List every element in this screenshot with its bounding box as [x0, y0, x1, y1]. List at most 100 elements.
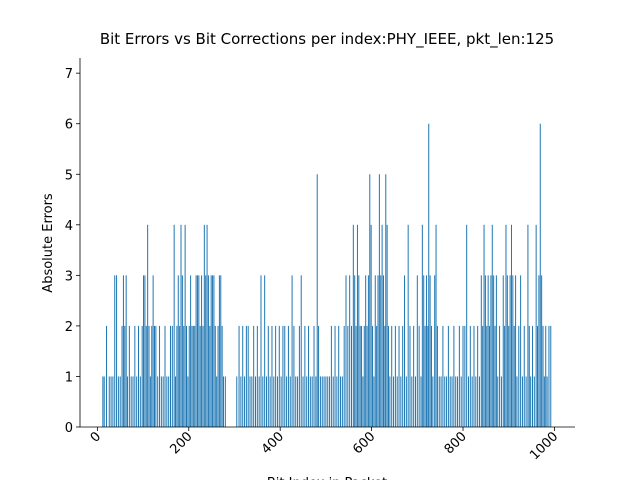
- bar: [539, 123, 541, 427]
- bar: [136, 376, 138, 427]
- bar: [188, 325, 190, 427]
- x-axis-label: Bit Index in Packet: [267, 476, 387, 480]
- bar: [171, 325, 173, 427]
- bar: [264, 275, 266, 427]
- bar: [271, 325, 273, 427]
- bar: [128, 325, 130, 427]
- bar: [373, 376, 375, 427]
- bar: [202, 325, 204, 427]
- y-tick-label: 1: [65, 370, 73, 385]
- bar: [325, 376, 327, 427]
- bar: [287, 325, 289, 427]
- bar: [506, 275, 508, 427]
- bar: [366, 325, 368, 427]
- bar: [416, 275, 418, 427]
- bar: [400, 376, 402, 427]
- bar: [434, 275, 436, 427]
- bar: [420, 376, 422, 427]
- bar: [245, 325, 247, 427]
- bar: [275, 325, 277, 427]
- bar: [355, 325, 357, 427]
- bar: [484, 275, 486, 427]
- bar: [302, 376, 304, 427]
- bar: [179, 325, 181, 427]
- bar: [121, 325, 123, 427]
- bar: [404, 275, 406, 427]
- bar: [530, 376, 532, 427]
- bar: [319, 376, 321, 427]
- bar: [471, 376, 473, 427]
- bar: [212, 275, 214, 427]
- bar: [195, 275, 197, 427]
- bar: [528, 325, 530, 427]
- bar: [108, 376, 110, 427]
- bar: [449, 376, 451, 427]
- bar: [494, 325, 496, 427]
- bar: [490, 275, 492, 427]
- y-tick-label: 5: [65, 168, 73, 183]
- bar: [495, 275, 497, 427]
- bar: [478, 376, 480, 427]
- bar: [367, 275, 369, 427]
- bar: [427, 325, 429, 427]
- bar: [428, 123, 430, 427]
- bar: [309, 376, 311, 427]
- bar: [527, 224, 529, 427]
- x-tick-label: 800: [442, 429, 470, 457]
- bar: [192, 325, 194, 427]
- bar: [374, 275, 376, 427]
- bar: [119, 376, 121, 427]
- y-tick-label: 3: [65, 269, 73, 284]
- bar: [457, 376, 459, 427]
- y-axis-label: Absolute Errors: [41, 193, 56, 293]
- bar: [293, 325, 295, 427]
- bar: [187, 376, 189, 427]
- bar: [502, 275, 504, 427]
- bar: [116, 275, 118, 427]
- bar: [497, 376, 499, 427]
- bar: [359, 325, 361, 427]
- bar: [132, 376, 134, 427]
- bar: [402, 325, 404, 427]
- bar: [436, 325, 438, 427]
- bar: [393, 376, 395, 427]
- bar: [330, 325, 332, 427]
- bar: [164, 325, 166, 427]
- bar: [447, 325, 449, 427]
- bar: [160, 376, 162, 427]
- bar: [224, 376, 226, 427]
- bar: [418, 325, 420, 427]
- bar: [117, 376, 119, 427]
- bar: [396, 376, 398, 427]
- bar: [548, 325, 550, 427]
- bar: [405, 376, 407, 427]
- bar: [258, 376, 260, 427]
- bar: [194, 325, 196, 427]
- bar: [382, 275, 384, 427]
- bar: [251, 376, 253, 427]
- bar: [278, 325, 280, 427]
- x-tick-label: 0: [88, 429, 104, 445]
- bar: [381, 224, 383, 427]
- bar: [198, 275, 200, 427]
- bar: [386, 224, 388, 427]
- bar: [155, 325, 157, 427]
- bar: [152, 275, 154, 427]
- bar: [430, 325, 432, 427]
- bar: [134, 325, 136, 427]
- bar: [509, 275, 511, 427]
- bar: [451, 376, 453, 427]
- bar: [398, 325, 400, 427]
- bar: [291, 275, 293, 427]
- bar: [313, 325, 315, 427]
- bar: [306, 376, 308, 427]
- bar: [327, 376, 329, 427]
- bar: [298, 325, 300, 427]
- bar: [336, 376, 338, 427]
- bar: [166, 376, 168, 427]
- bar: [130, 376, 132, 427]
- bar: [102, 376, 104, 427]
- bar: [207, 275, 209, 427]
- bar: [512, 275, 514, 427]
